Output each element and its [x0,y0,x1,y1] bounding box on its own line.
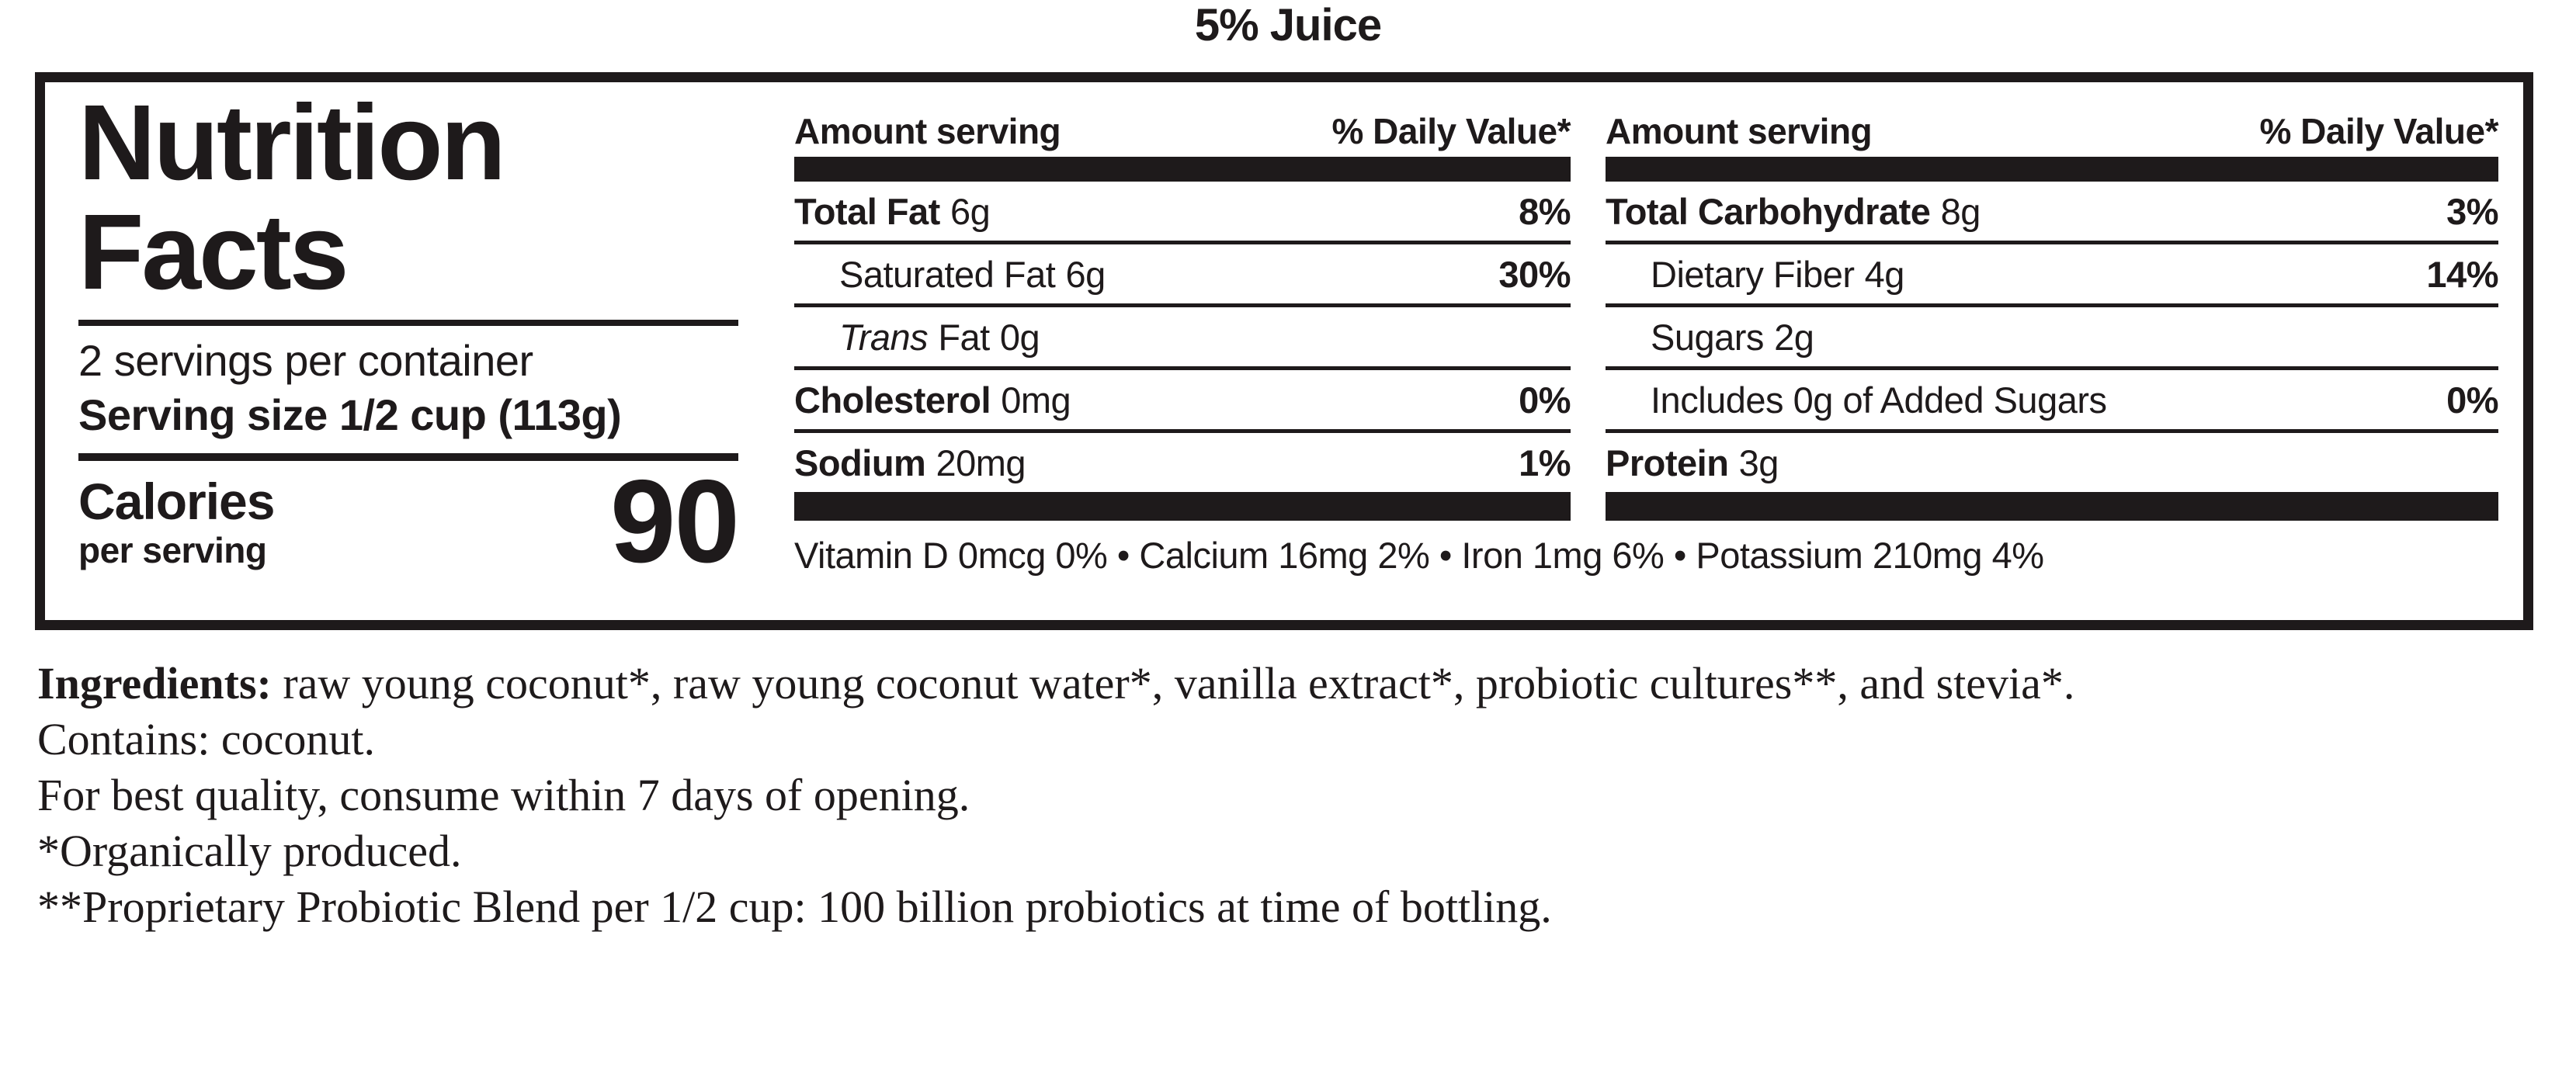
row-trans-fat: Trans Fat 0g [794,307,1571,370]
organic-footnote-line: *Organically produced. [37,826,462,876]
divider-rule [78,453,738,461]
footnotes-block: Ingredients: raw young coconut*, raw you… [37,656,2553,935]
amount-serving-header: Amount serving [794,111,1061,151]
row-sodium: Sodium 20mg 1% [794,433,1571,496]
nutrient-label: Saturated Fat 6g [839,253,1106,295]
nutrient-label: Cholesterol 0mg [794,379,1071,421]
ingredients-label: Ingredients: [37,658,272,708]
amount-serving-header: Amount serving [1606,111,1873,151]
product-title: 5% Juice [1194,0,1382,50]
row-total-carbohydrate: Total Carbohydrate 8g 3% [1606,182,2498,244]
ingredients-line: Ingredients: raw young coconut*, raw you… [37,656,2553,712]
heading-line-1: Nutrition [78,83,506,203]
thick-bar [794,496,1571,521]
daily-value: 0% [2446,379,2498,421]
ingredients-text: raw young coconut*, raw young coconut wa… [271,658,2075,708]
daily-value-header: % Daily Value* [1331,111,1571,151]
nutrient-label: Trans Fat 0g [839,316,1040,358]
daily-value: 0% [1519,379,1571,421]
daily-value: 1% [1519,442,1571,483]
nutrient-label: Includes 0g of Added Sugars [1651,379,2107,421]
best-quality-line: For best quality, consume within 7 days … [37,770,970,820]
probiotic-footnote-line: **Proprietary Probiotic Blend per 1/2 cu… [37,882,1552,932]
calories-label: Calories [78,473,275,530]
nutrition-facts-heading: Nutrition Facts [78,88,738,307]
calories-value: 90 [609,456,740,587]
servings-per-container: 2 servings per container [78,336,533,385]
contains-line: Contains: coconut. [37,714,375,764]
daily-value: 30% [1498,253,1571,295]
row-cholesterol: Cholesterol 0mg 0% [794,370,1571,433]
row-total-fat: Total Fat 6g 8% [794,182,1571,244]
thick-bar [794,157,1571,182]
thick-bar [1606,496,2498,521]
nutrient-label: Sodium 20mg [794,442,1026,483]
nutrient-label: Total Fat 6g [794,190,991,232]
nutrient-label: Total Carbohydrate 8g [1606,190,1981,232]
serving-size: Serving size 1/2 cup (113g) [78,390,622,439]
calories-block: Calories per serving 90 [78,463,740,590]
heading-line-2: Facts [78,192,349,312]
nutrient-label: Protein 3g [1606,442,1779,483]
micronutrients-line: Vitamin D 0mcg 0% • Calcium 16mg 2% • Ir… [794,535,2044,576]
nutrient-label: Sugars 2g [1651,316,1814,358]
daily-value: 3% [2446,190,2498,232]
thick-bar [1606,157,2498,182]
calories-sublabel: per serving [78,530,267,570]
row-saturated-fat: Saturated Fat 6g 30% [794,244,1571,307]
nutrient-label: Dietary Fiber 4g [1651,253,1904,295]
row-added-sugars: Includes 0g of Added Sugars 0% [1606,370,2498,433]
daily-value: 8% [1519,190,1571,232]
divider-rule [78,320,738,326]
panel-right-column: Amount serving % Daily Value* Total Carb… [1606,106,2498,521]
row-sugars: Sugars 2g [1606,307,2498,370]
column-header: Amount serving % Daily Value* [1606,106,2498,152]
row-dietary-fiber: Dietary Fiber 4g 14% [1606,244,2498,307]
nutrition-facts-panel: Nutrition Facts 2 servings per container… [35,72,2533,630]
panel-middle-column: Amount serving % Daily Value* Total Fat 6… [794,106,1571,521]
column-header: Amount serving % Daily Value* [794,106,1571,152]
panel-left-column: Nutrition Facts 2 servings per container… [78,88,740,590]
row-protein: Protein 3g [1606,433,2498,496]
daily-value-header: % Daily Value* [2259,111,2499,151]
daily-value: 14% [2426,253,2498,295]
